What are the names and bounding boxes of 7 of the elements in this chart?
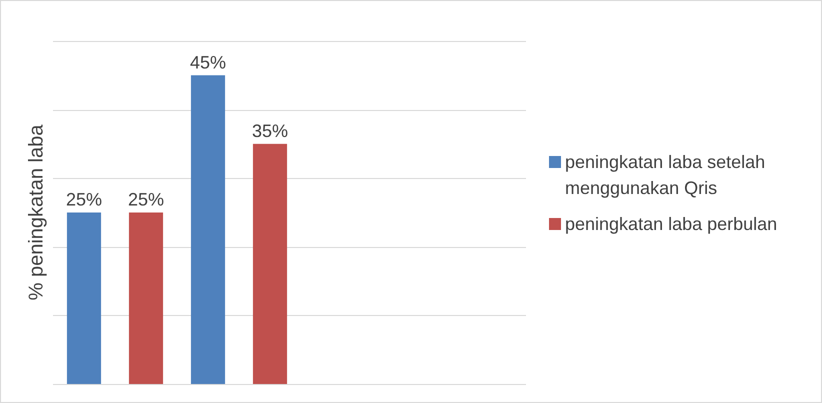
data-label: 25% bbox=[128, 189, 164, 210]
data-label: 25% bbox=[66, 189, 102, 210]
legend-label: peningkatan laba perbulan bbox=[565, 213, 778, 236]
y-axis-title: % peningkatan laba bbox=[26, 124, 48, 300]
legend-label: peningkatan laba setelah menggunakan Qris bbox=[565, 151, 766, 200]
data-label: 45% bbox=[190, 52, 226, 72]
data-label: 35% bbox=[252, 120, 288, 141]
